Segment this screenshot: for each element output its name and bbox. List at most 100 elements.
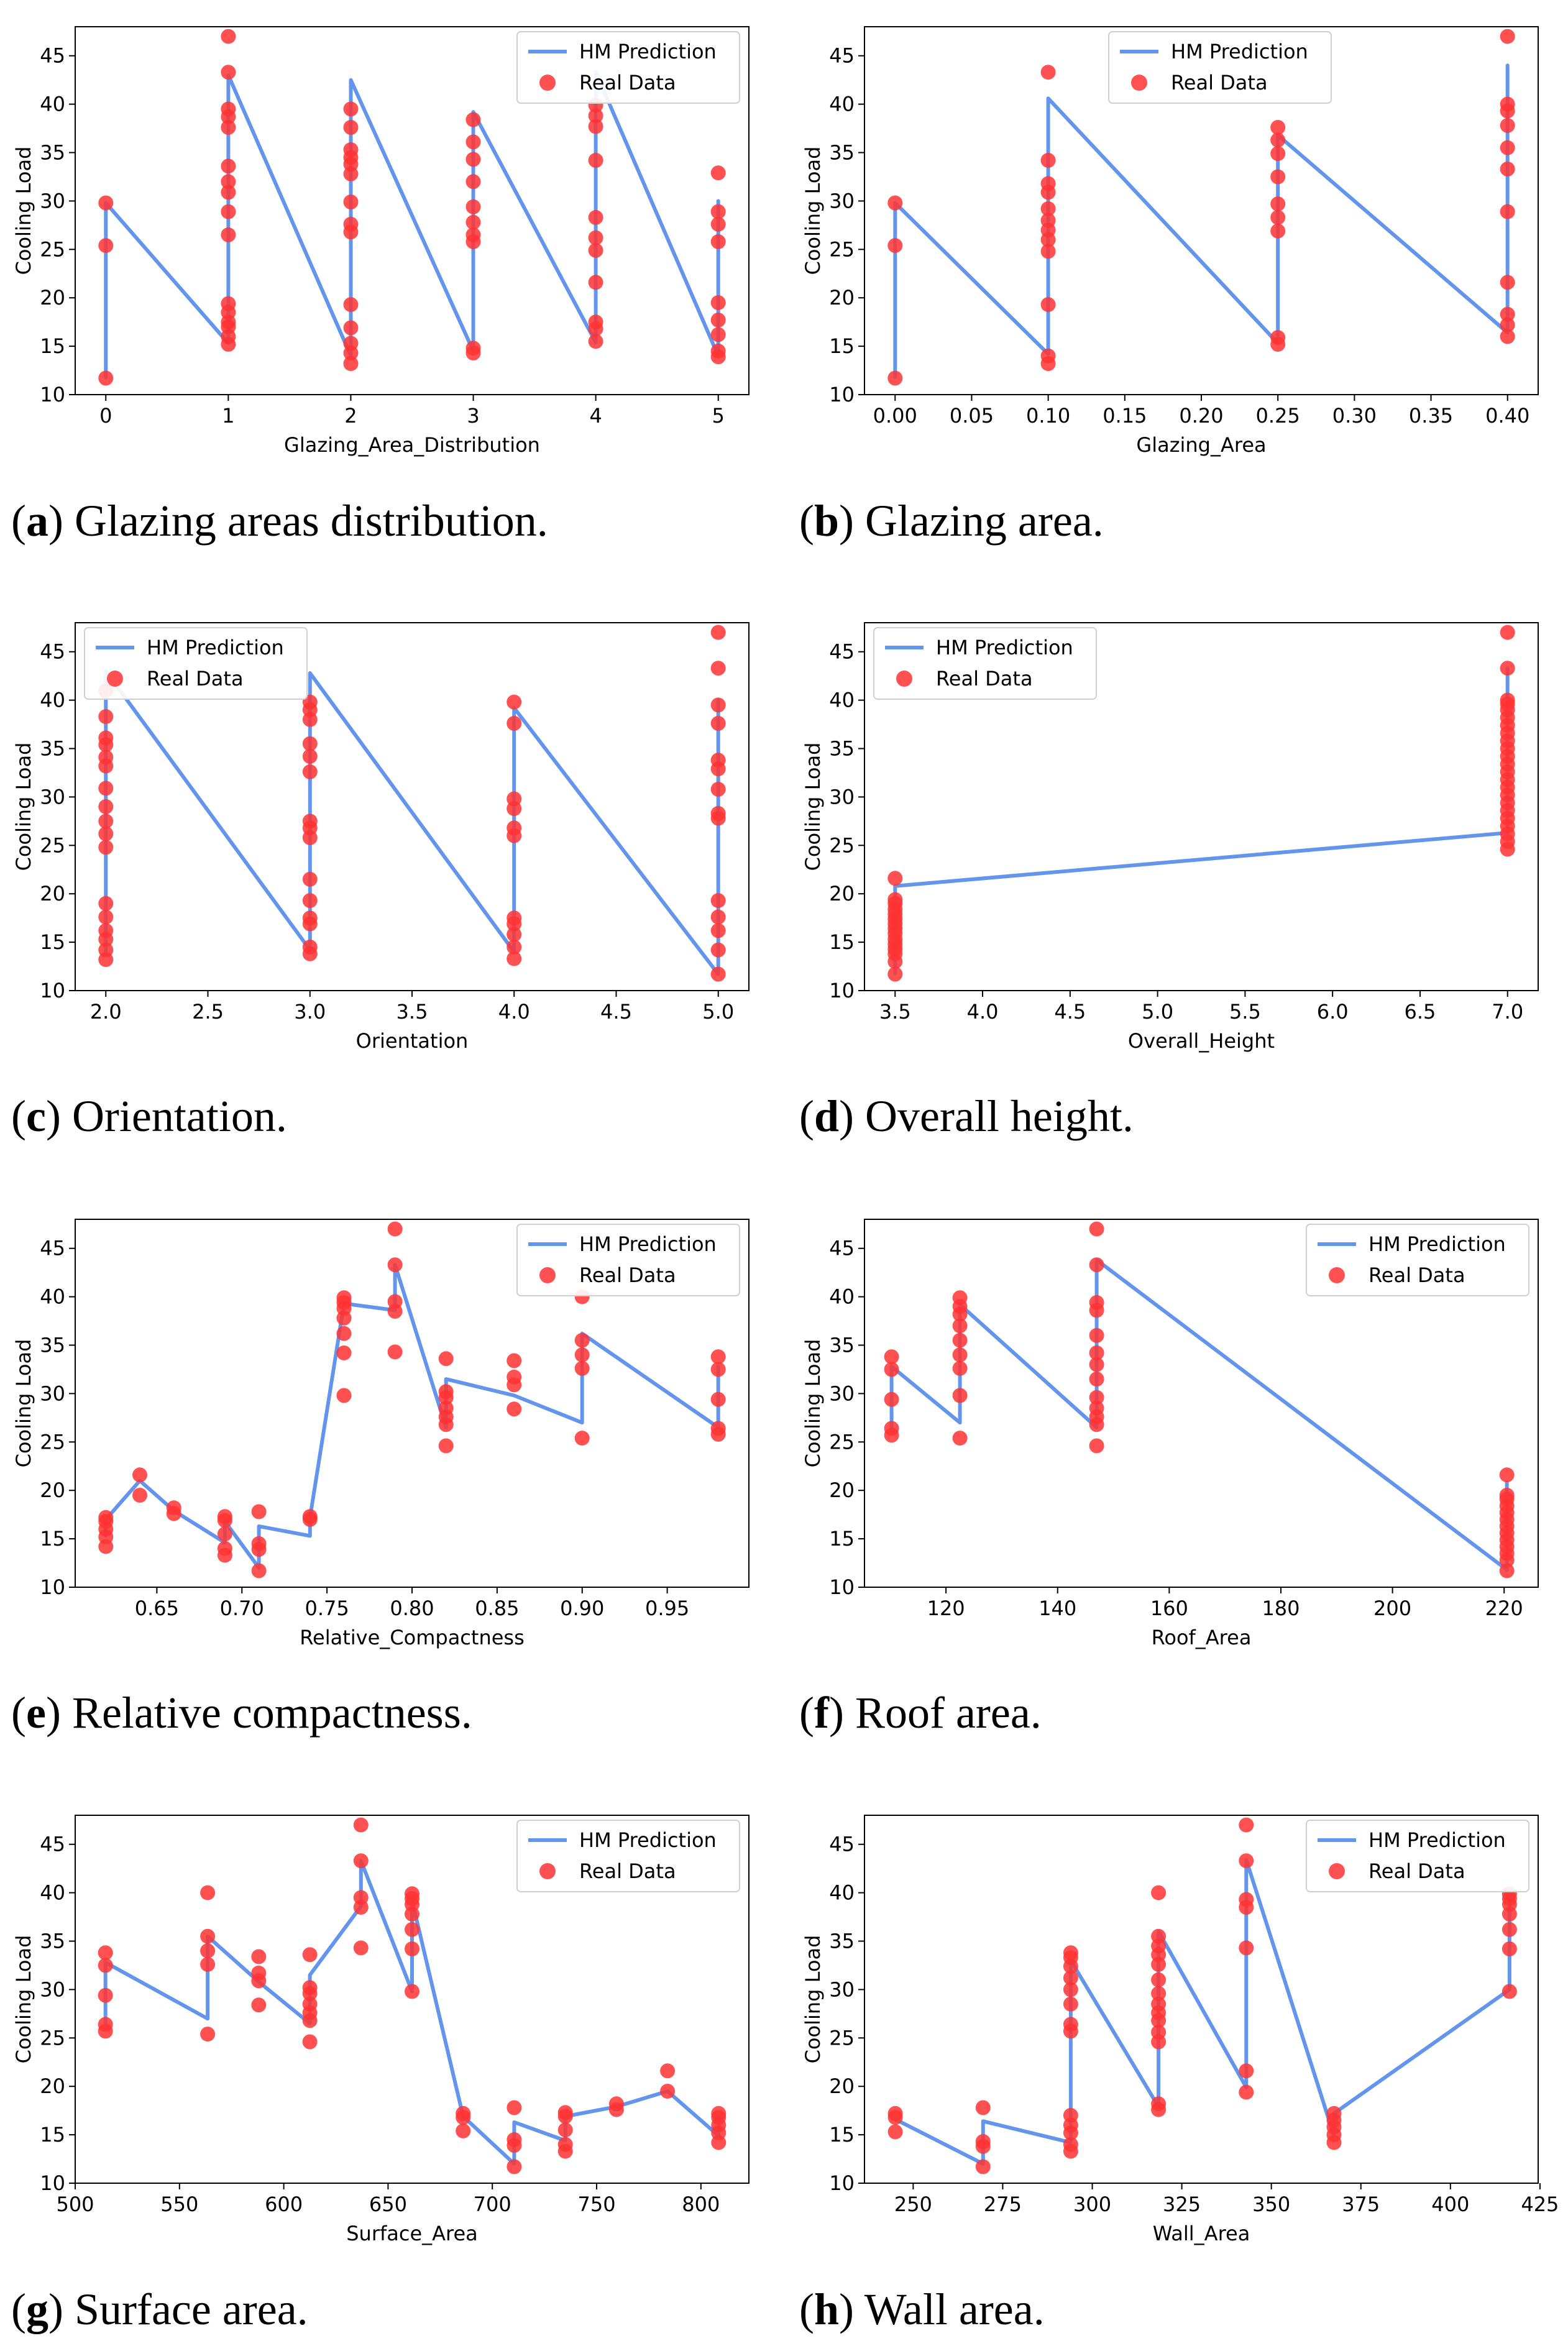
y-tick-label: 20	[829, 286, 855, 309]
caption: (c) Orientation.	[11, 1091, 287, 1141]
real-data-point	[1063, 2017, 1078, 2032]
real-data-point	[952, 1318, 968, 1334]
y-tick-label: 10	[40, 979, 65, 1002]
x-tick-label: 425	[1521, 2193, 1559, 2216]
real-data-point	[588, 153, 603, 168]
x-tick-label: 0.95	[645, 1597, 689, 1620]
x-tick-label: 4.5	[600, 1000, 632, 1024]
real-data-point	[98, 826, 114, 841]
real-data-point	[200, 1885, 216, 1900]
real-data-point	[574, 1332, 590, 1348]
x-tick-label: 375	[1342, 2193, 1380, 2216]
real-data-point	[200, 1928, 216, 1944]
y-tick-label: 30	[829, 785, 855, 809]
y-tick-label: 20	[40, 2074, 65, 2098]
real-data-point	[588, 230, 603, 245]
real-data-point	[343, 320, 359, 336]
axes-frame	[75, 26, 750, 395]
x-tick-label: 0.70	[220, 1597, 264, 1620]
chart-panel-h: 10 15 20 25 30 35 40 45 250 275 300 325 350 375 400 425…	[799, 1815, 1559, 2334]
real-data-point	[98, 709, 114, 725]
legend-marker-swatch	[539, 75, 556, 91]
legend-box	[1108, 31, 1332, 104]
real-data-point	[507, 791, 522, 807]
x-tick-label: 250	[894, 2193, 932, 2216]
caption-text: Glazing areas distribution.	[75, 496, 548, 546]
y-axis-label: Cooling Load	[12, 1935, 35, 2064]
real-data-point	[251, 1997, 267, 2013]
real-data-point	[251, 1504, 267, 1519]
real-data-point	[98, 1510, 114, 1525]
real-data-point	[574, 1431, 590, 1446]
real-data-point	[710, 216, 726, 232]
real-data-point	[221, 204, 236, 219]
legend-box	[1306, 1820, 1529, 1892]
chart-panel-d: 10 15 20 25 30 35 40 45 3.5 4.0 4.5 5.0 5.5 6.0 6.5 7.0…	[799, 622, 1539, 1141]
real-data-point	[405, 1922, 420, 1937]
caption: (e) Relative compactness.	[11, 1688, 472, 1738]
y-axis-label: Cooling Load	[12, 743, 35, 871]
y-tick-label: 20	[829, 882, 855, 905]
real-data-point	[405, 1941, 420, 1956]
caption: (b) Glazing area.	[799, 496, 1104, 546]
real-data-point	[588, 108, 603, 124]
real-data-point	[507, 951, 522, 966]
real-data-point	[710, 909, 726, 925]
real-data-point	[507, 1353, 522, 1368]
real-data-point	[1040, 201, 1056, 216]
real-data-point	[952, 1347, 968, 1363]
real-data-point	[608, 2096, 624, 2112]
real-data-point	[710, 753, 726, 768]
real-data-point	[507, 927, 522, 942]
real-data-point	[507, 939, 522, 955]
real-data-point	[438, 1351, 454, 1367]
caption-paren: )	[829, 1688, 855, 1738]
real-data-point	[710, 923, 726, 938]
real-data-point	[887, 2124, 903, 2140]
x-tick-label: 2.5	[192, 1000, 224, 1024]
real-data-point	[98, 238, 114, 254]
real-data-point	[221, 185, 236, 200]
x-tick-label: 0.20	[1179, 404, 1223, 428]
real-data-point	[251, 1563, 267, 1579]
caption-letter: f	[814, 1688, 830, 1738]
axes-frame	[864, 1815, 1539, 2184]
legend-label-real: Real Data	[579, 71, 676, 94]
caption-paren: )	[839, 1091, 865, 1141]
caption-text: Relative compactness.	[72, 1688, 472, 1738]
real-data-point	[456, 2123, 471, 2138]
real-data-point	[98, 799, 114, 814]
real-data-point	[98, 195, 114, 211]
real-data-point	[507, 1401, 522, 1417]
legend-box	[1306, 1224, 1529, 1296]
real-data-point	[132, 1467, 147, 1483]
x-tick-label: 800	[682, 2193, 720, 2216]
real-data-point	[952, 1388, 968, 1403]
caption-letter: h	[814, 2284, 839, 2334]
chart-panel-c: 10 15 20 25 30 35 40 45 2.0 2.5 3.0 3.5 4.0 4.5 5.0 Ori…	[11, 622, 750, 1141]
caption-letter: a	[26, 496, 48, 546]
real-data-point	[1500, 306, 1515, 322]
x-axis-label: Roof_Area	[1152, 1626, 1252, 1649]
legend-marker-swatch	[539, 1863, 556, 1879]
real-data-point	[507, 2100, 522, 2115]
x-tick-label: 220	[1485, 1597, 1523, 1620]
real-data-point	[405, 1886, 420, 1902]
prediction-line	[104, 669, 720, 976]
legend-marker-swatch	[107, 671, 123, 687]
real-data-point	[343, 120, 359, 135]
real-data-point	[438, 1384, 454, 1400]
x-tick-label: 0.35	[1409, 404, 1453, 428]
real-data-point	[1239, 2084, 1254, 2100]
real-data-point	[507, 2159, 522, 2174]
real-data-points	[887, 625, 1515, 982]
x-tick-label: 500	[56, 2193, 94, 2216]
real-data-point	[710, 1349, 726, 1365]
legend-marker-swatch	[896, 671, 912, 687]
x-tick-label: 300	[1073, 2193, 1111, 2216]
real-data-point	[710, 805, 726, 821]
real-data-points	[887, 1817, 1517, 2174]
real-data-point	[343, 336, 359, 351]
legend: HM Prediction Real Data	[516, 1224, 740, 1296]
